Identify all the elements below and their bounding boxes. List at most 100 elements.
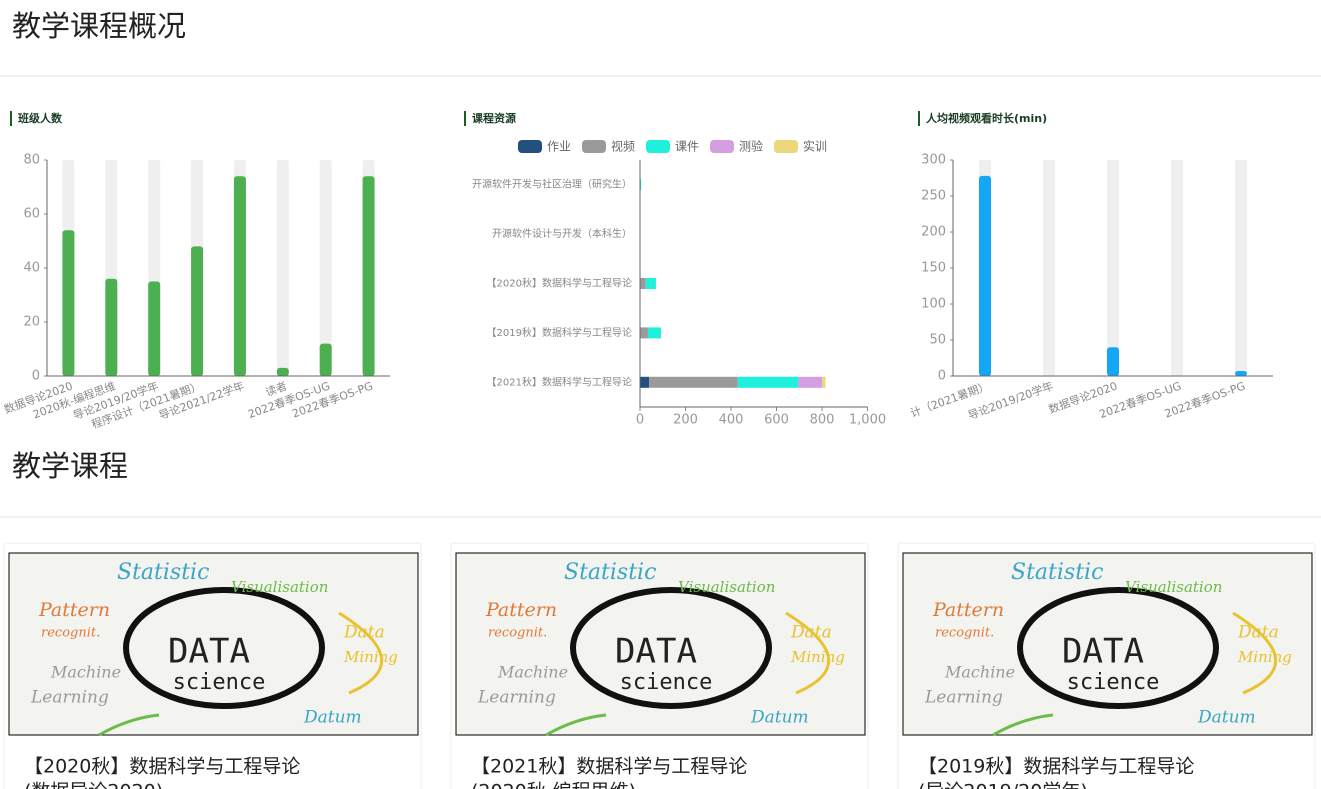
image-word: Pattern: [932, 599, 1004, 621]
course-subtitle: (数据导论2020): [24, 781, 163, 789]
bar-segment: [737, 376, 799, 388]
y-tick-label: 【2021秋】数据科学与工程导论: [487, 375, 632, 388]
y-tick-label: 开源软件设计与开发（本科生）: [492, 227, 632, 240]
y-tick-label: 80: [23, 153, 40, 168]
bar-segment: [640, 376, 650, 388]
bar-segment: [647, 327, 661, 339]
bar-background: [319, 160, 332, 376]
image-word: DATA: [168, 632, 250, 672]
x-tick-label: 800: [810, 413, 835, 428]
page-title: 教学课程概况: [12, 9, 186, 43]
image-ring: [570, 587, 772, 709]
course-title[interactable]: 【2020秋】数据科学与工程导论: [24, 756, 300, 778]
legend-swatch: [710, 140, 734, 153]
bar: [148, 281, 161, 376]
chart-title: 班级人数: [18, 111, 63, 125]
y-tick-label: 60: [23, 207, 40, 222]
image-arrow: [338, 611, 383, 695]
image-word: Mining: [790, 648, 845, 666]
y-tick-label: 20: [23, 315, 40, 330]
bar-background: [276, 160, 289, 376]
title-marker: [464, 111, 466, 126]
image-word: Mining: [1237, 648, 1292, 666]
course-title[interactable]: 【2021秋】数据科学与工程导论: [471, 756, 747, 778]
image-word: recognit.: [488, 626, 547, 641]
bar: [191, 246, 204, 376]
legend-label: 视频: [611, 139, 635, 154]
y-tick-label: 【2019秋】数据科学与工程导论: [487, 326, 632, 339]
legend-swatch: [582, 140, 606, 153]
image-word: Datum: [1197, 708, 1256, 728]
image-word: science: [1067, 670, 1160, 695]
image-arrow: [545, 713, 607, 737]
image-ring: [123, 587, 325, 709]
image-word: Statistic: [564, 560, 656, 585]
legend-label: 作业: [547, 140, 571, 154]
image-ring: [1017, 587, 1219, 709]
y-tick-label: 0: [938, 369, 946, 384]
course-title[interactable]: 【2019秋】数据科学与工程导论: [918, 756, 1194, 778]
legend-swatch: [774, 140, 798, 153]
bar: [1235, 370, 1247, 376]
image-word: Machine: [944, 663, 1015, 682]
bar-background: [1107, 160, 1119, 376]
bar-background: [1235, 160, 1247, 376]
bar: [979, 175, 991, 376]
bar-segment: [640, 278, 646, 289]
image-word: recognit.: [41, 626, 100, 641]
bar: [362, 176, 375, 376]
image-arrow: [1232, 611, 1277, 695]
bar-segment: [822, 376, 826, 388]
image-word: Learning: [924, 688, 1003, 708]
image-word: Visualisation: [678, 578, 775, 596]
legend-label: 测验: [739, 139, 763, 154]
image-word: Datum: [303, 708, 362, 728]
image-word: Learning: [477, 688, 556, 708]
bar-segment: [640, 179, 642, 191]
image-word: Datum: [750, 708, 809, 728]
x-tick-label: 0: [636, 413, 644, 428]
x-tick-label: 600: [764, 413, 789, 428]
y-tick-label: 150: [921, 261, 946, 276]
bar: [319, 343, 332, 376]
image-word: Mining: [343, 648, 398, 666]
y-tick-label: 100: [921, 297, 946, 312]
x-tick-label: 1,000: [849, 413, 886, 428]
bar: [1107, 347, 1119, 376]
image-word: Statistic: [117, 560, 209, 585]
x-tick-label: 400: [719, 413, 744, 428]
x-tick-label: 200: [673, 413, 698, 428]
y-tick-label: 0: [32, 369, 40, 384]
y-tick-label: 250: [921, 189, 946, 204]
image-arrow: [785, 611, 830, 695]
bar-background: [1171, 160, 1183, 376]
course-subtitle: (2020秋-编程思维): [471, 781, 636, 789]
bar-segment: [640, 327, 648, 339]
image-word: science: [620, 670, 713, 695]
image-word: Machine: [497, 663, 568, 682]
y-tick-label: 开源软件开发与社区治理（研究生）: [472, 178, 632, 191]
legend-swatch: [518, 140, 542, 153]
image-word: Statistic: [1011, 560, 1103, 585]
bar: [62, 230, 75, 376]
bar: [276, 367, 289, 376]
chart-title: 课程资源: [472, 111, 516, 125]
title-marker: [10, 111, 12, 126]
bar: [233, 176, 246, 376]
y-tick-label: 50: [929, 333, 946, 348]
image-word: recognit.: [935, 626, 994, 641]
legend-label: 课件: [675, 140, 699, 154]
image-arrow: [992, 713, 1054, 737]
y-tick-label: 200: [921, 225, 946, 240]
y-tick-label: 300: [921, 153, 946, 168]
bar-segment: [645, 278, 656, 289]
course-subtitle: (导论2019/20学年): [918, 781, 1088, 789]
y-tick-label: 40: [23, 261, 40, 276]
image-word: DATA: [615, 632, 697, 672]
bar: [105, 278, 118, 376]
section-title: 教学课程: [12, 449, 128, 483]
